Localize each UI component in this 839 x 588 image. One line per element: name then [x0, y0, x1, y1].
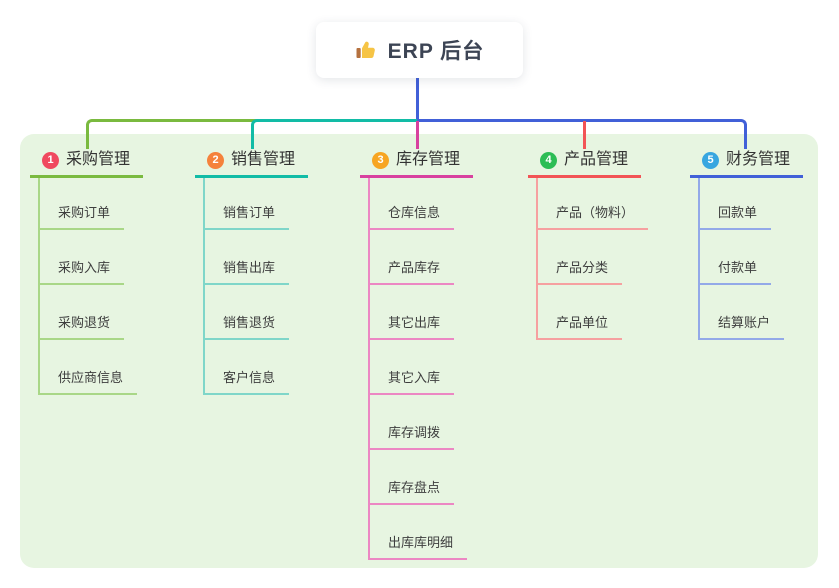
node-customer-info[interactable]: 客户信息 [203, 340, 290, 395]
connector-product [583, 121, 586, 149]
node-sales-outbound[interactable]: 销售出库 [203, 230, 290, 285]
connector-inventory [416, 121, 419, 149]
node-supplier-info[interactable]: 供应商信息 [38, 340, 138, 395]
node-sales-return[interactable]: 销售退货 [203, 285, 290, 340]
connector-sales [251, 119, 417, 149]
branch-inventory-header[interactable]: 3 库存管理 [360, 150, 474, 178]
node-receipt-bill[interactable]: 回款单 [698, 178, 772, 230]
branch-sales-header[interactable]: 2 销售管理 [195, 150, 309, 178]
branch-procurement: 1 采购管理 采购订单 采购入库 采购退货 供应商信息 [30, 150, 144, 395]
branch-label: 财务管理 [726, 151, 791, 168]
node-stock-transfer[interactable]: 库存调拨 [368, 395, 455, 450]
node-payment-bill[interactable]: 付款单 [698, 230, 772, 285]
node-sales-order[interactable]: 销售订单 [203, 178, 290, 230]
badge-2: 2 [207, 151, 224, 169]
badge-1: 1 [42, 151, 59, 169]
root-node[interactable]: ERP 后台 [316, 22, 523, 78]
node-other-outbound[interactable]: 其它出库 [368, 285, 455, 340]
node-other-inbound[interactable]: 其它入库 [368, 340, 455, 395]
connector-finance [417, 119, 747, 149]
branch-label: 销售管理 [231, 151, 296, 168]
branch-inventory: 3 库存管理 仓库信息 产品库存 其它出库 其它入库 库存调拨 库存盘点 出库库… [360, 150, 474, 560]
root-title: ERP 后台 [387, 40, 485, 63]
node-product-stock[interactable]: 产品库存 [368, 230, 455, 285]
branch-product-header[interactable]: 4 产品管理 [528, 150, 642, 178]
node-stock-count[interactable]: 库存盘点 [368, 450, 455, 505]
node-settlement-account[interactable]: 结算账户 [698, 285, 785, 340]
branch-label: 采购管理 [66, 151, 131, 168]
node-outbound-detail[interactable]: 出库库明细 [368, 505, 468, 560]
node-purchase-return[interactable]: 采购退货 [38, 285, 125, 340]
branch-label: 库存管理 [396, 151, 461, 168]
root-stem-line [416, 78, 419, 120]
badge-4: 4 [540, 151, 557, 169]
node-warehouse-info[interactable]: 仓库信息 [368, 178, 455, 230]
branch-finance: 5 财务管理 回款单 付款单 结算账户 [690, 150, 804, 340]
branch-procurement-header[interactable]: 1 采购管理 [30, 150, 144, 178]
branch-label: 产品管理 [564, 151, 629, 168]
node-purchase-inbound[interactable]: 采购入库 [38, 230, 125, 285]
node-product-material[interactable]: 产品（物料） [536, 178, 649, 230]
thumbs-up-icon [356, 41, 375, 58]
branch-finance-header[interactable]: 5 财务管理 [690, 150, 804, 178]
badge-5: 5 [702, 151, 719, 169]
node-product-unit[interactable]: 产品单位 [536, 285, 623, 340]
badge-3: 3 [372, 151, 389, 169]
branches-panel [20, 134, 818, 568]
branch-sales: 2 销售管理 销售订单 销售出库 销售退货 客户信息 [195, 150, 309, 395]
branch-product: 4 产品管理 产品（物料） 产品分类 产品单位 [528, 150, 649, 340]
node-product-category[interactable]: 产品分类 [536, 230, 623, 285]
node-purchase-order[interactable]: 采购订单 [38, 178, 125, 230]
